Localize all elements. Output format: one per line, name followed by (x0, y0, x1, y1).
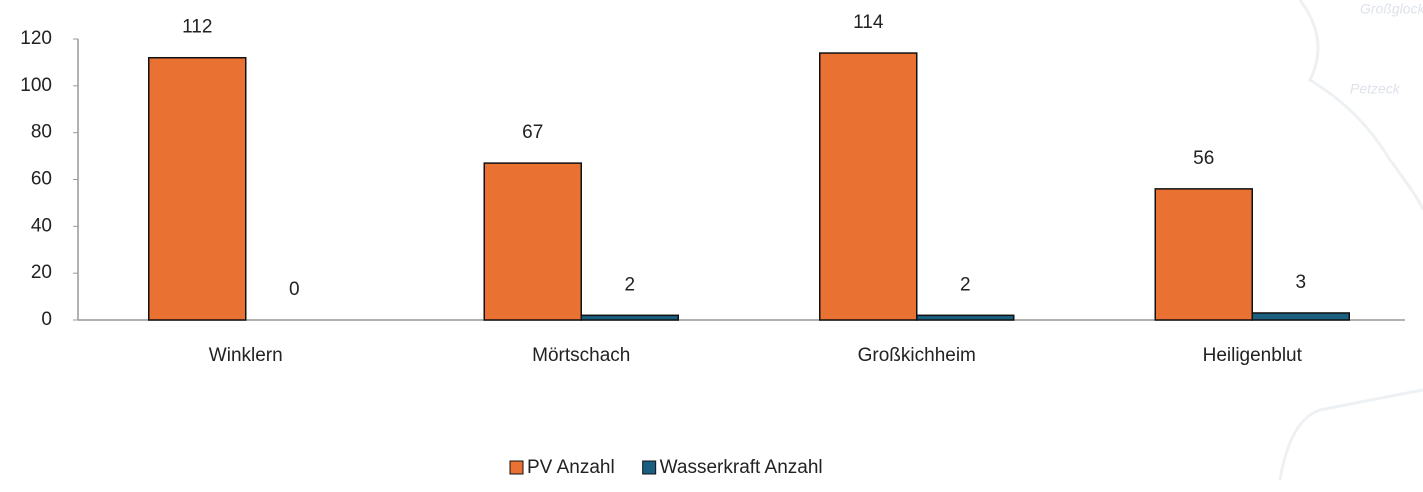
x-tick-label: Heiligenblut (1203, 345, 1303, 366)
data-label: 3 (1295, 272, 1306, 293)
data-label: 2 (624, 274, 635, 295)
bar (148, 56, 247, 321)
legend-swatch (642, 460, 657, 475)
y-tick-label: 60 (31, 169, 52, 190)
bar (819, 52, 918, 321)
x-tick-label: Winklern (209, 345, 283, 366)
legend-label: Wasserkraft Anzahl (660, 457, 823, 478)
x-tick-label: Großkichheim (858, 345, 976, 366)
y-tick-label: 0 (41, 309, 52, 330)
y-tick-label: 120 (20, 28, 52, 49)
map-outline (1278, 388, 1423, 481)
y-tick-label: 40 (31, 215, 52, 236)
data-label: 56 (1193, 148, 1214, 169)
data-label: 67 (522, 122, 543, 143)
bar (580, 314, 679, 321)
data-label: 112 (182, 17, 212, 38)
data-label: 114 (853, 12, 884, 33)
map-label: Großglock (1360, 1, 1423, 17)
bar (483, 162, 582, 321)
map-label: Petzeck (1350, 81, 1401, 97)
y-tick-label: 80 (31, 122, 52, 143)
bar (916, 314, 1015, 321)
data-label: 2 (960, 274, 971, 295)
x-tick-label: Mörtschach (532, 345, 630, 366)
bar (1251, 312, 1350, 321)
y-tick-label: 100 (20, 75, 52, 96)
legend-label: PV Anzahl (527, 457, 615, 478)
bar (1154, 188, 1253, 321)
map-outline (1298, 0, 1423, 211)
legend-swatch (509, 460, 524, 475)
data-label: 0 (289, 279, 300, 300)
y-tick-label: 20 (31, 262, 52, 283)
